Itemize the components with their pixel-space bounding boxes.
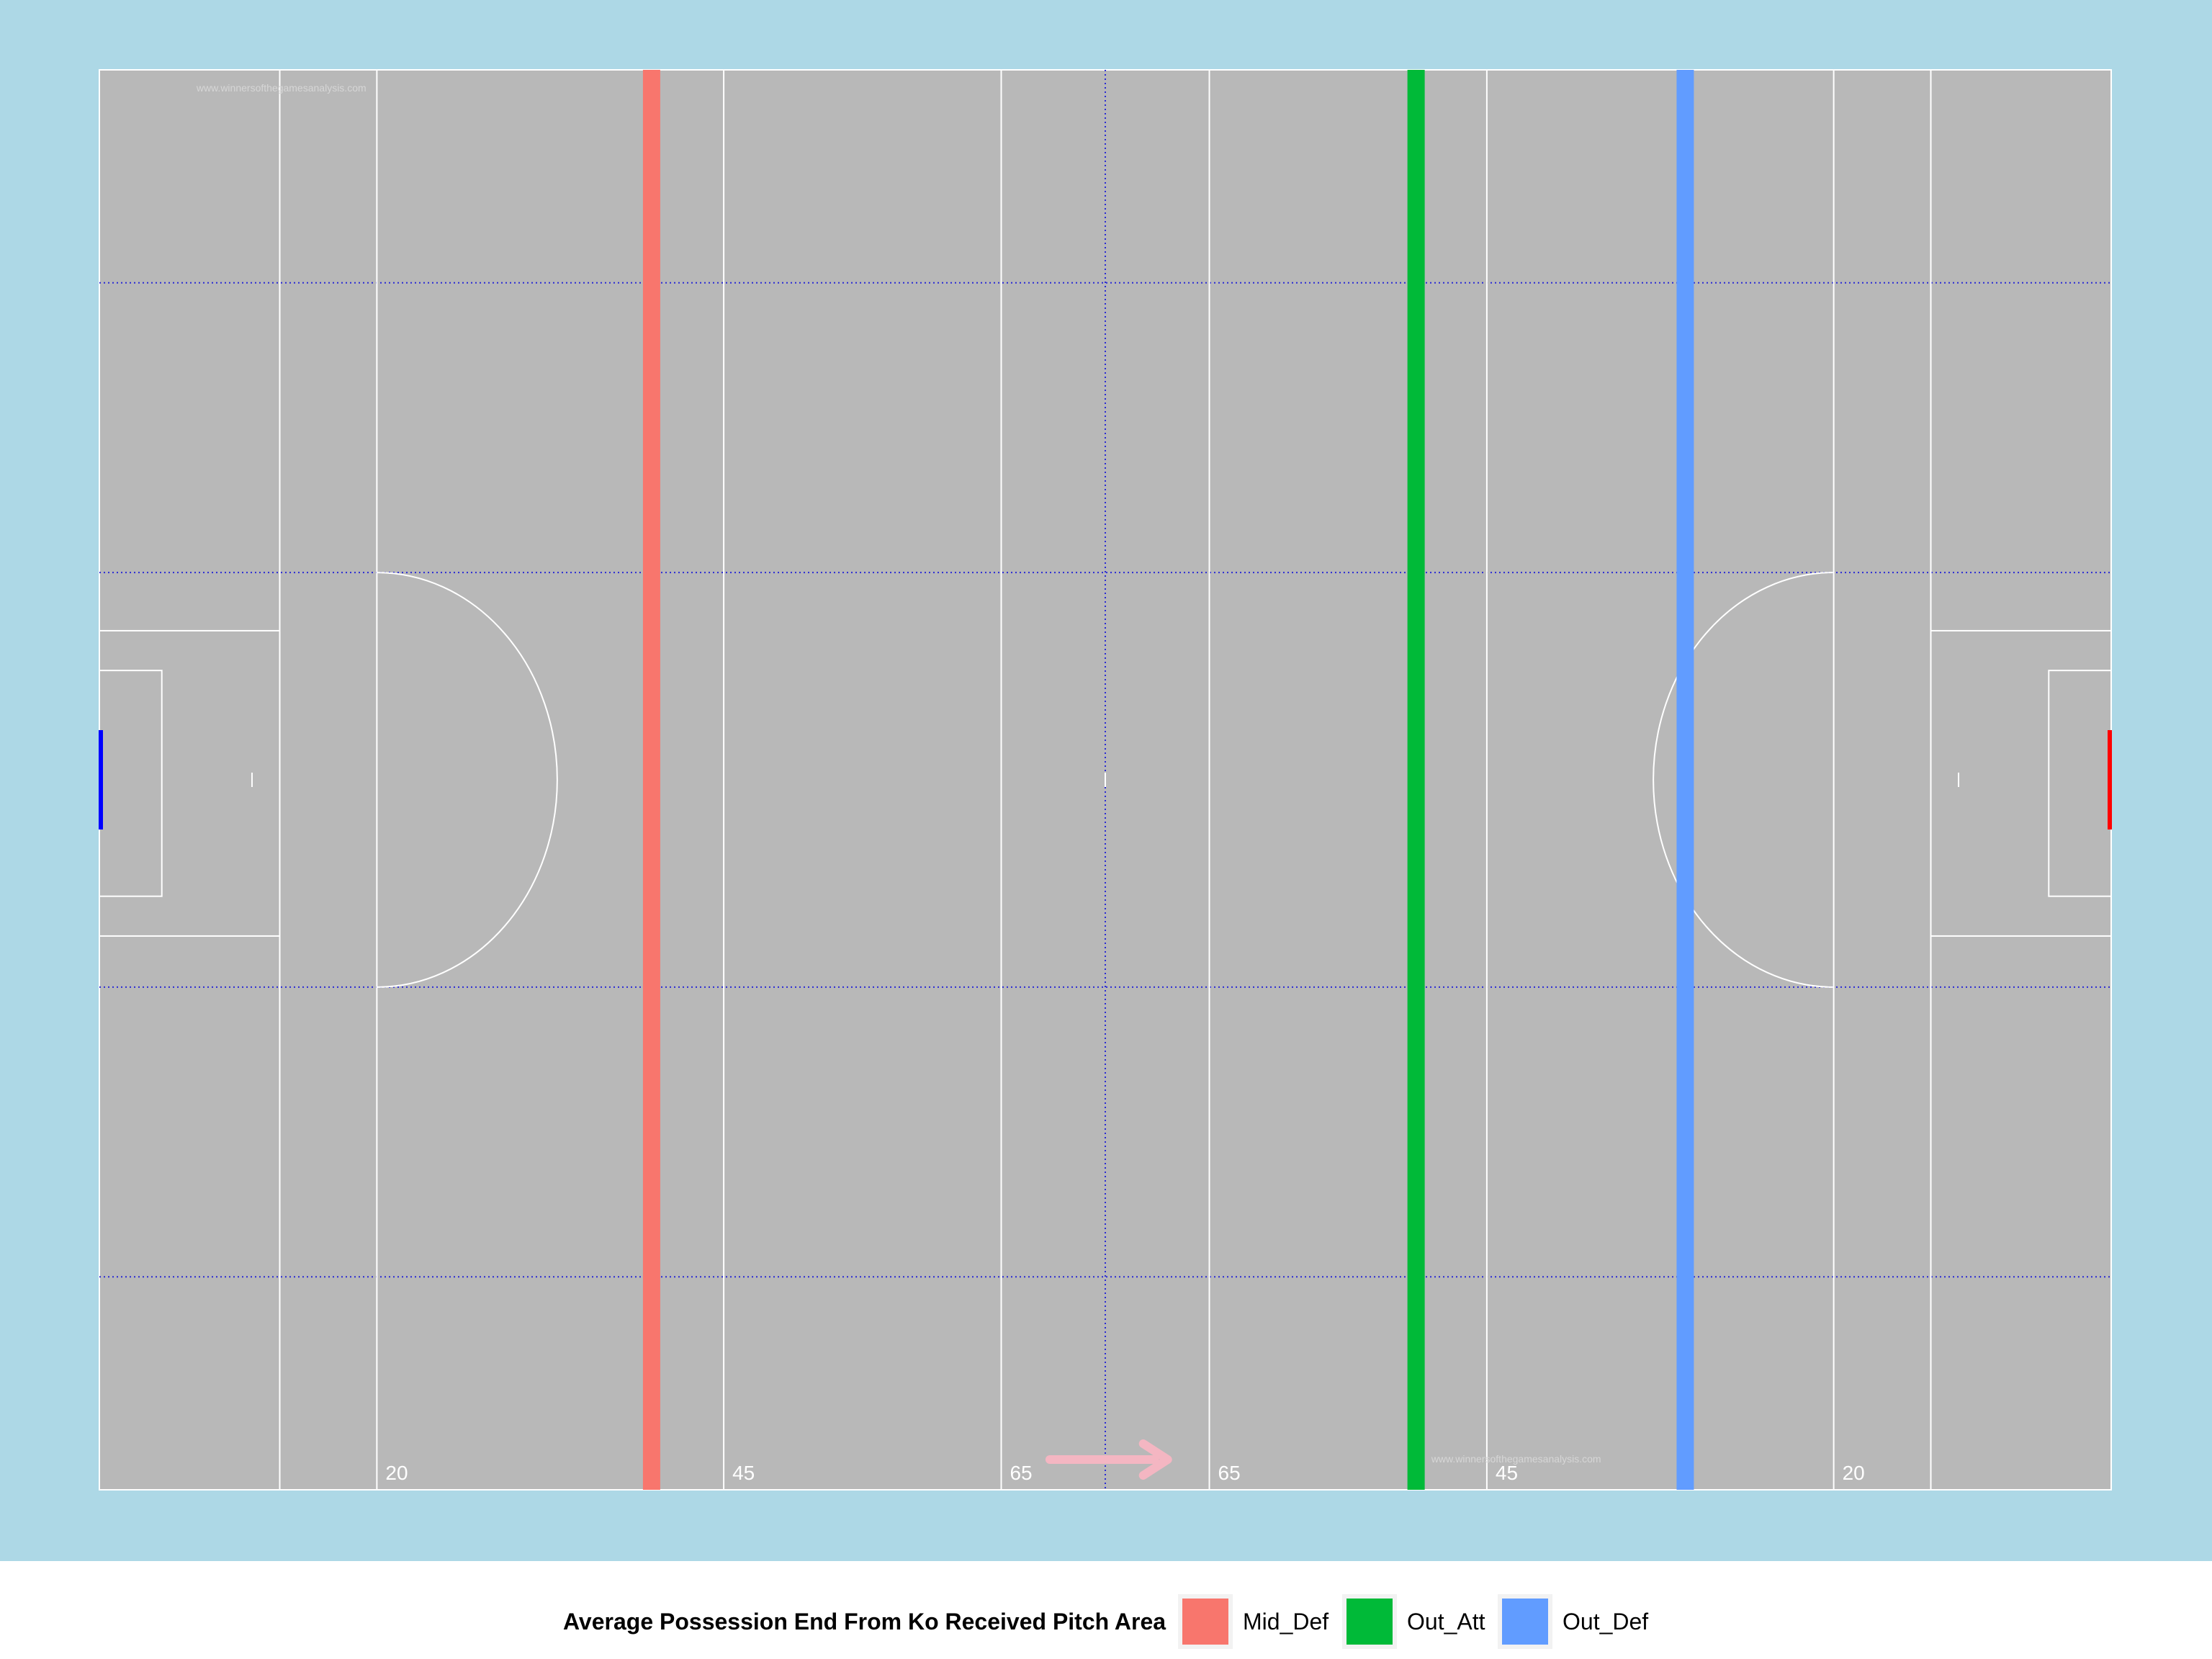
legend-label-2: Out_Def [1563,1609,1648,1635]
legend-swatch-0 [1182,1599,1228,1645]
legend-swatch-1 [1346,1599,1393,1645]
arrow-head [1138,1439,1172,1480]
legend-swatch-2 [1502,1599,1548,1645]
legend-items: Mid_Def Out_Att Out_Def [1178,1594,1648,1649]
legend-label-0: Mid_Def [1243,1609,1328,1635]
legend-title: Average Possession End From Ko Received … [563,1609,1166,1635]
series-lines [642,70,1694,1490]
distance-label-0: 20 [385,1462,408,1484]
attack-direction-arrow [1045,1439,1172,1480]
watermark-top-left: www.winnersofthegamesanalysis.com [196,82,367,94]
watermark-bottom: www.winnersofthegamesanalysis.com [1431,1453,1601,1465]
right-arc [1653,572,1834,988]
distance-label-3: 65 [1218,1462,1241,1484]
distance-label-1: 45 [732,1462,755,1484]
pitch-markings [99,70,2112,1490]
left-arc [377,572,558,988]
distance-labels: 20 45 65 65 45 20 [385,1462,1864,1484]
distance-label-4: 45 [1496,1462,1518,1484]
legend-label-1: Out_Att [1407,1609,1485,1635]
goals [99,729,2112,830]
distance-label-2: 65 [1010,1462,1032,1484]
legend: Average Possession End From Ko Received … [563,1594,1648,1649]
distance-label-5: 20 [1843,1462,1865,1484]
